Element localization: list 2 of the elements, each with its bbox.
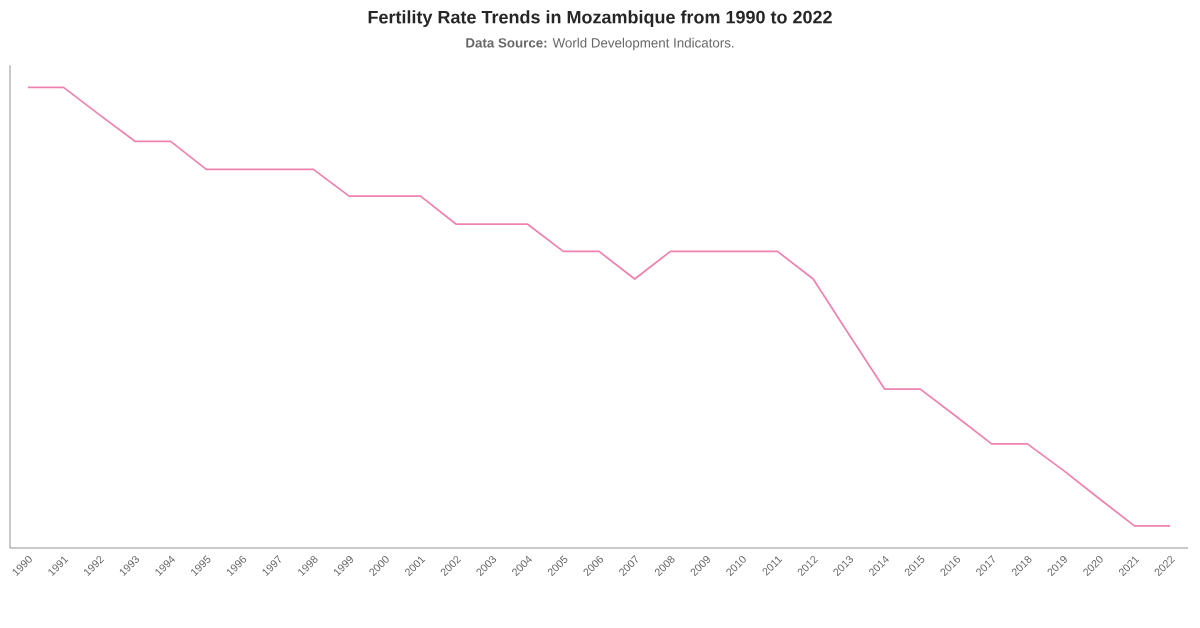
chart-title: Fertility Rate Trends in Mozambique from 1990 to 2022: [368, 10, 832, 28]
chart-subtitle: Data Source: World Development Indicators.: [466, 37, 734, 51]
